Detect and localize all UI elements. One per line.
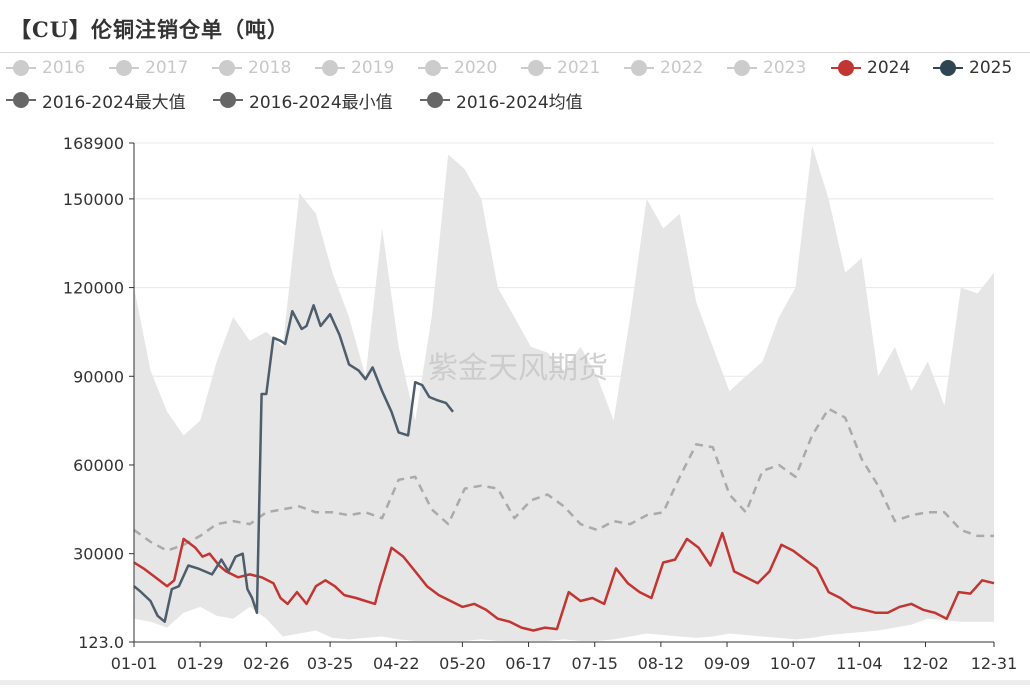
legend-item-2024[interactable]: 2024 <box>831 56 910 80</box>
legend-item-2018[interactable]: 2018 <box>212 56 291 80</box>
chart-title: 【CU】伦铜注销仓单（吨） <box>10 17 290 42</box>
legend-label: 2021 <box>557 58 601 78</box>
legend-item-2020[interactable]: 2020 <box>418 56 497 80</box>
title-divider <box>0 52 1030 53</box>
x-tick-label: 12-02 <box>902 654 949 673</box>
legend-label: 2018 <box>248 58 292 78</box>
legend-marker-icon <box>213 90 243 110</box>
legend-marker-icon <box>418 58 448 78</box>
x-tick-label: 02-26 <box>243 654 290 673</box>
legend-label: 2020 <box>454 58 498 78</box>
x-tick-label: 08-12 <box>638 654 685 673</box>
legend-marker-icon <box>109 58 139 78</box>
legend-item-2022[interactable]: 2022 <box>624 56 703 80</box>
y-tick-label: 60000 <box>73 456 124 475</box>
legend-item-2016-2024-[interactable]: 2016-2024最小值 <box>213 88 393 113</box>
y-tick-label: 90000 <box>73 367 124 386</box>
legend-label: 2016-2024均值 <box>456 92 583 113</box>
legend-item-2023[interactable]: 2023 <box>727 56 806 80</box>
legend-label: 2022 <box>660 58 704 78</box>
legend-marker-icon <box>727 58 757 78</box>
legend-item-2021[interactable]: 2021 <box>521 56 600 80</box>
legend-label: 2023 <box>763 58 807 78</box>
legend-marker-icon <box>624 58 654 78</box>
series-line-2025 <box>133 304 454 623</box>
legend-marker-icon <box>933 58 963 78</box>
chart-legend: 2016 2017 2018 2019 2020 2021 2022 2023 2024 2025… <box>0 56 1030 118</box>
legend-item-2019[interactable]: 2019 <box>315 56 394 80</box>
x-tick-label: 11-04 <box>836 654 883 673</box>
x-tick-label: 01-29 <box>177 654 224 673</box>
legend-label: 2016-2024最大值 <box>42 92 186 113</box>
legend-item-2016-2024-[interactable]: 2016-2024均值 <box>420 88 583 113</box>
legend-label: 2019 <box>351 58 395 78</box>
legend-item-2017[interactable]: 2017 <box>109 56 188 80</box>
legend-marker-icon <box>831 58 861 78</box>
y-tick-label: 120000 <box>63 279 124 298</box>
line-chart-svg: 紫金天风期货 123.0 30000 60000 90000 120000 150000 16… <box>63 134 1018 673</box>
legend-marker-icon <box>420 90 450 110</box>
watermark-text: 紫金天风期货 <box>428 351 608 386</box>
legend-item-2016-2024-[interactable]: 2016-2024最大值 <box>6 88 186 113</box>
x-tick-label: 01-01 <box>111 654 158 673</box>
legend-label: 2017 <box>145 58 189 78</box>
x-tick-label: 03-25 <box>307 654 354 673</box>
legend-label: 2025 <box>969 58 1013 78</box>
legend-marker-icon <box>521 58 551 78</box>
y-tick-label: 150000 <box>63 190 124 209</box>
chart-area: 紫金天风期货 123.0 30000 60000 90000 120000 150000 16… <box>0 120 1030 685</box>
legend-marker-icon <box>6 58 36 78</box>
series-line-2024 <box>133 531 995 632</box>
legend-label: 2024 <box>867 58 911 78</box>
x-tick-label: 09-09 <box>704 654 751 673</box>
legend-marker-icon <box>6 90 36 110</box>
legend-label: 2016-2024最小值 <box>249 92 393 113</box>
minmax-band <box>134 145 994 641</box>
legend-marker-icon <box>212 58 242 78</box>
series-line-2016-2024- <box>133 407 994 552</box>
legend-marker-icon <box>315 58 345 78</box>
legend-item-2016[interactable]: 2016 <box>6 56 85 80</box>
x-tick-label: 06-17 <box>505 654 552 673</box>
x-tick-label: 04-22 <box>373 654 420 673</box>
x-tick-label: 10-07 <box>770 654 817 673</box>
x-tick-label: 07-15 <box>571 654 618 673</box>
bottom-scroll-strip <box>0 680 1030 685</box>
x-tick-label: 12-31 <box>971 654 1018 673</box>
y-tick-label: 30000 <box>73 545 124 564</box>
y-tick-label: 168900 <box>63 134 124 153</box>
y-tick-label: 123.0 <box>78 633 124 652</box>
legend-label: 2016 <box>42 58 86 78</box>
legend-item-2025[interactable]: 2025 <box>933 56 1012 80</box>
x-tick-label: 05-20 <box>439 654 486 673</box>
